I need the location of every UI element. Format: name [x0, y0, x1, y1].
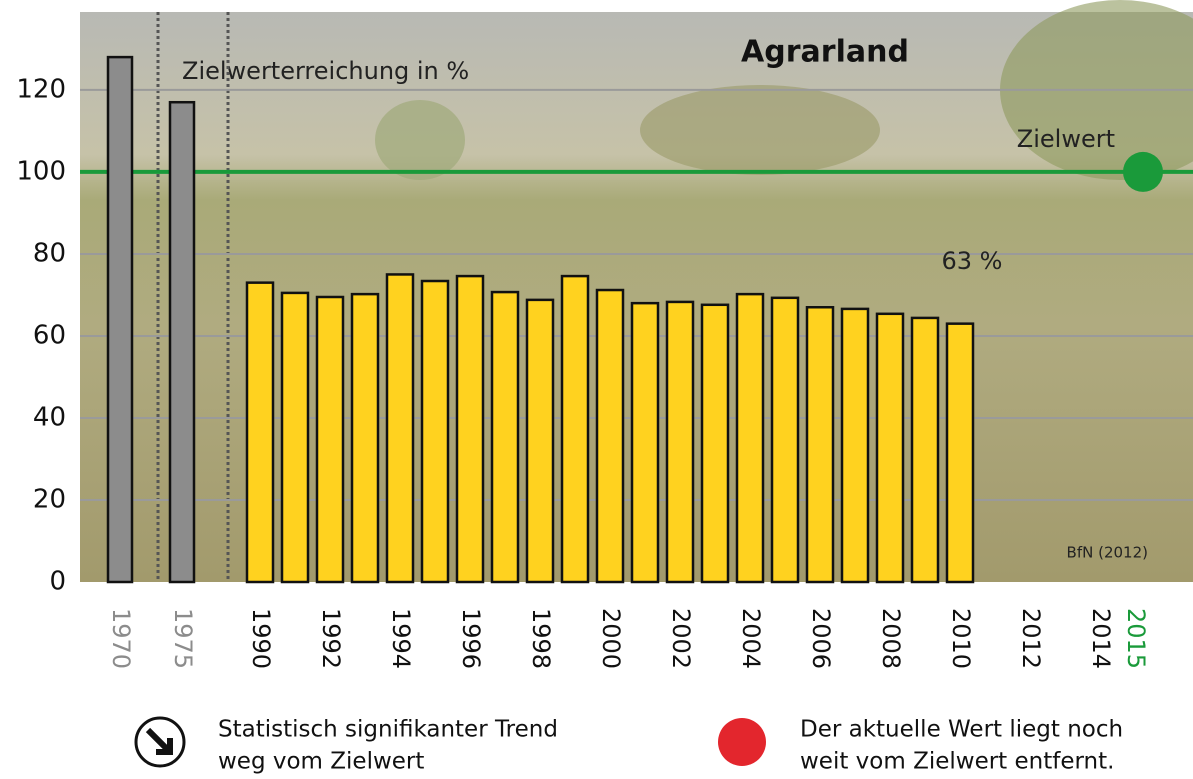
- x-tick-label: 2002: [667, 608, 695, 669]
- x-tick-label: 2008: [877, 608, 905, 669]
- trend-arrow: [145, 727, 173, 755]
- y-tick-label: 0: [49, 567, 66, 597]
- x-tick-label: 2012: [1017, 608, 1045, 669]
- note-text: Statistisch signifikanter Trend: [218, 717, 558, 743]
- y-tick-label: 20: [33, 484, 66, 514]
- x-tick-label: 1996: [457, 608, 485, 669]
- x-tick-label: 1970: [107, 608, 135, 669]
- x-tick-label: 2014: [1087, 608, 1115, 669]
- x-tick-label: 1998: [527, 608, 555, 669]
- x-tick-label: 2015: [1122, 608, 1150, 669]
- bar: [315, 295, 345, 584]
- y-tick-label: 60: [33, 320, 66, 350]
- bar: [106, 55, 134, 584]
- chart-subtitle: Zielwerterreichung in %: [182, 57, 469, 85]
- x-tick-label: 1992: [317, 608, 345, 669]
- chart-title: Agrarland: [741, 35, 909, 70]
- bar: [700, 303, 730, 584]
- bar: [735, 292, 765, 584]
- bar: [560, 274, 590, 584]
- bar: [910, 316, 940, 584]
- bar: [350, 292, 380, 584]
- bar: [385, 273, 415, 584]
- y-tick-label: 80: [33, 238, 66, 268]
- target-label: Zielwert: [1017, 125, 1115, 153]
- bar: [805, 306, 835, 584]
- tree: [375, 100, 465, 180]
- tree: [640, 85, 880, 175]
- bar: [770, 296, 800, 584]
- y-tick-label: 100: [16, 156, 66, 186]
- bar: [455, 274, 485, 584]
- bar: [665, 300, 695, 584]
- x-tick-label: 2010: [947, 608, 975, 669]
- bar: [490, 290, 520, 584]
- status-dot: [718, 718, 766, 766]
- bar: [840, 307, 870, 584]
- bar: [420, 279, 450, 584]
- x-tick-label: 2000: [597, 608, 625, 669]
- bar: [630, 301, 660, 584]
- bar: [595, 288, 625, 584]
- bar: [245, 281, 275, 584]
- x-tick-label: 1994: [387, 608, 415, 669]
- current-value-label: 63 %: [942, 247, 1003, 275]
- bar: [280, 291, 310, 584]
- note-text: weit vom Zielwert entfernt.: [800, 749, 1114, 775]
- x-tick-label: 1975: [169, 608, 197, 669]
- target-dot: [1123, 151, 1163, 192]
- note-text: weg vom Zielwert: [218, 749, 424, 775]
- x-tick-label: 1990: [247, 608, 275, 669]
- bar: [168, 100, 196, 584]
- x-tick-label: 2006: [807, 608, 835, 669]
- bar: [875, 312, 905, 584]
- note-text: Der aktuelle Wert liegt noch: [800, 717, 1123, 743]
- bar: [525, 298, 555, 584]
- y-tick-label: 120: [16, 74, 66, 104]
- source: BfN (2012): [1067, 544, 1148, 562]
- x-tick-label: 2004: [737, 608, 765, 669]
- bar: [945, 322, 975, 584]
- y-tick-label: 40: [33, 402, 66, 432]
